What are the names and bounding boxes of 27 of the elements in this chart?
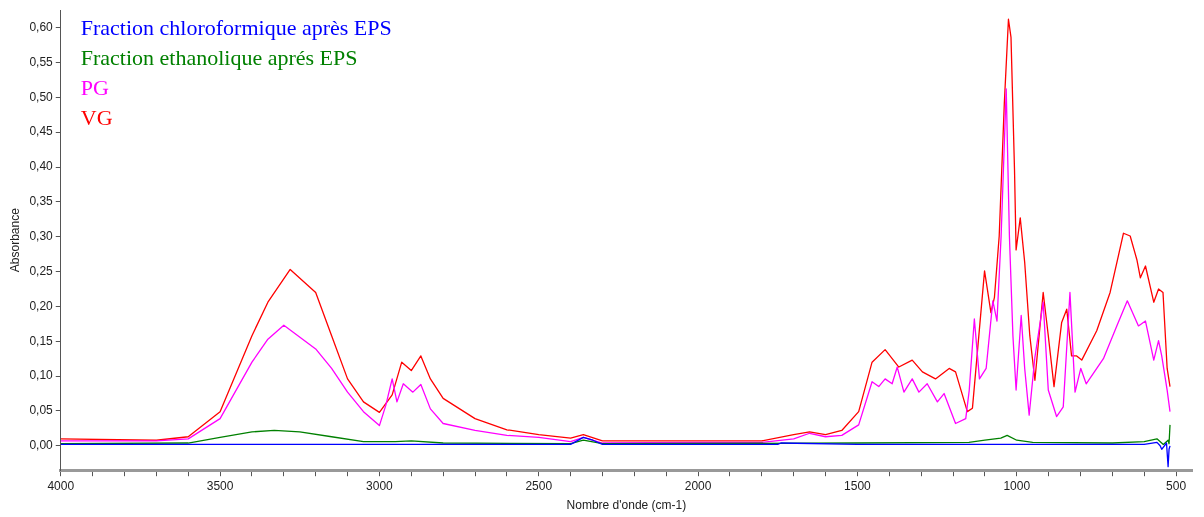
x-tick-label: 500	[1166, 478, 1187, 493]
x-tick-label: 1500	[844, 478, 872, 493]
y-tick-label: 0,10	[29, 368, 54, 383]
y-tick-label: 0,60	[29, 19, 54, 34]
x-axis-title: Nombre d'onde (cm-1)	[566, 498, 687, 513]
y-axis-title: Absorbance	[7, 207, 22, 273]
y-tick-label: 0,20	[29, 298, 54, 313]
y-tick-label: 0,55	[29, 54, 54, 69]
x-tick-label: 3500	[206, 478, 234, 493]
y-tick-label: 0,25	[29, 263, 54, 278]
text: Fraction ethanolique aprés EPS	[80, 44, 358, 70]
y-tick-label: 0,50	[29, 89, 54, 104]
y-tick-label: 0,00	[29, 438, 54, 453]
text: VG	[80, 104, 113, 130]
x-tick-label: 2500	[525, 478, 553, 493]
y-tick-label: 0,40	[29, 159, 54, 174]
y-tick-label: 0,35	[29, 194, 54, 209]
x-tick-label: 3000	[366, 478, 394, 493]
text: PG	[80, 74, 109, 100]
x-tick-label: 2000	[684, 478, 712, 493]
x-tick-label: 4000	[47, 478, 75, 493]
text: Fraction chloroformique après EPS	[80, 14, 392, 40]
y-tick-label: 0,15	[29, 333, 54, 348]
y-tick-label: 0,05	[29, 403, 54, 418]
x-tick-label: 1000	[1003, 478, 1031, 493]
y-tick-label: 0,45	[29, 124, 54, 139]
y-tick-label: 0,30	[29, 229, 54, 244]
